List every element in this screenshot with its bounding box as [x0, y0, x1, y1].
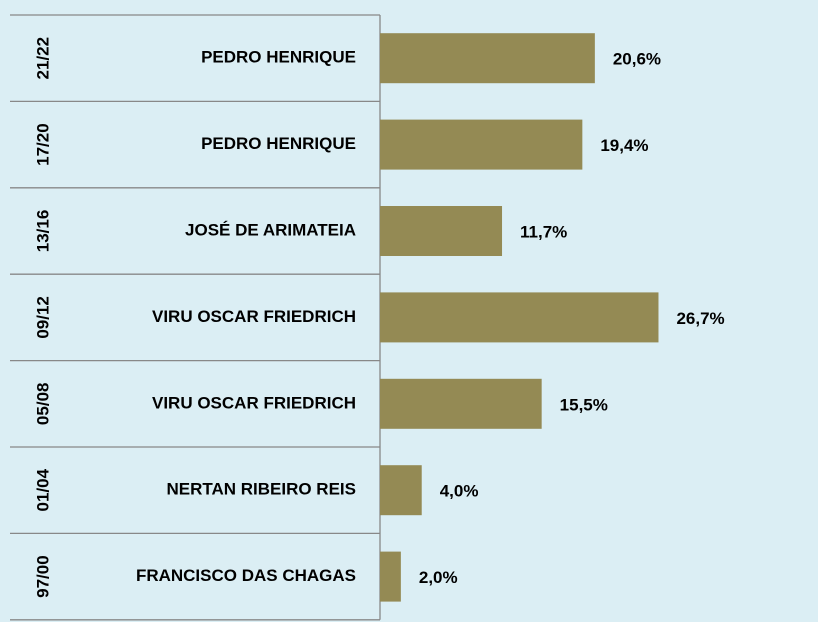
bar [380, 206, 503, 256]
value-label: 4,0% [440, 482, 479, 501]
value-label: 20,6% [613, 50, 661, 69]
group-label: 17/20 [33, 123, 52, 166]
group-label: 97/00 [33, 555, 52, 598]
value-label: 15,5% [560, 395, 608, 414]
group-label: 21/22 [33, 37, 52, 80]
value-label: 19,4% [600, 136, 648, 155]
category-label: JOSÉ DE ARIMATEIA [185, 220, 356, 239]
category-label: PEDRO HENRIQUE [201, 48, 356, 67]
category-label: PEDRO HENRIQUE [201, 134, 356, 153]
group-label: 01/04 [33, 468, 52, 511]
bar [380, 465, 422, 516]
value-label: 26,7% [676, 309, 724, 328]
category-label: NERTAN RIBEIRO REIS [166, 480, 356, 499]
bar [380, 33, 595, 84]
category-label: VIRU OSCAR FRIEDRICH [152, 307, 356, 326]
group-label: 09/12 [33, 296, 52, 339]
category-label: FRANCISCO DAS CHAGAS [136, 566, 356, 585]
bar [380, 551, 401, 602]
group-label: 13/16 [33, 210, 52, 253]
group-label: 05/08 [33, 383, 52, 426]
bar [380, 292, 659, 343]
value-label: 2,0% [419, 568, 458, 587]
bar [380, 119, 583, 170]
value-label: 11,7% [520, 222, 567, 241]
category-label: VIRU OSCAR FRIEDRICH [152, 393, 356, 412]
bar [380, 378, 542, 429]
